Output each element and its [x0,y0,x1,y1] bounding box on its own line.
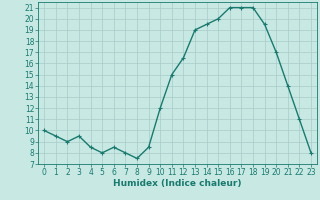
X-axis label: Humidex (Indice chaleur): Humidex (Indice chaleur) [113,179,242,188]
